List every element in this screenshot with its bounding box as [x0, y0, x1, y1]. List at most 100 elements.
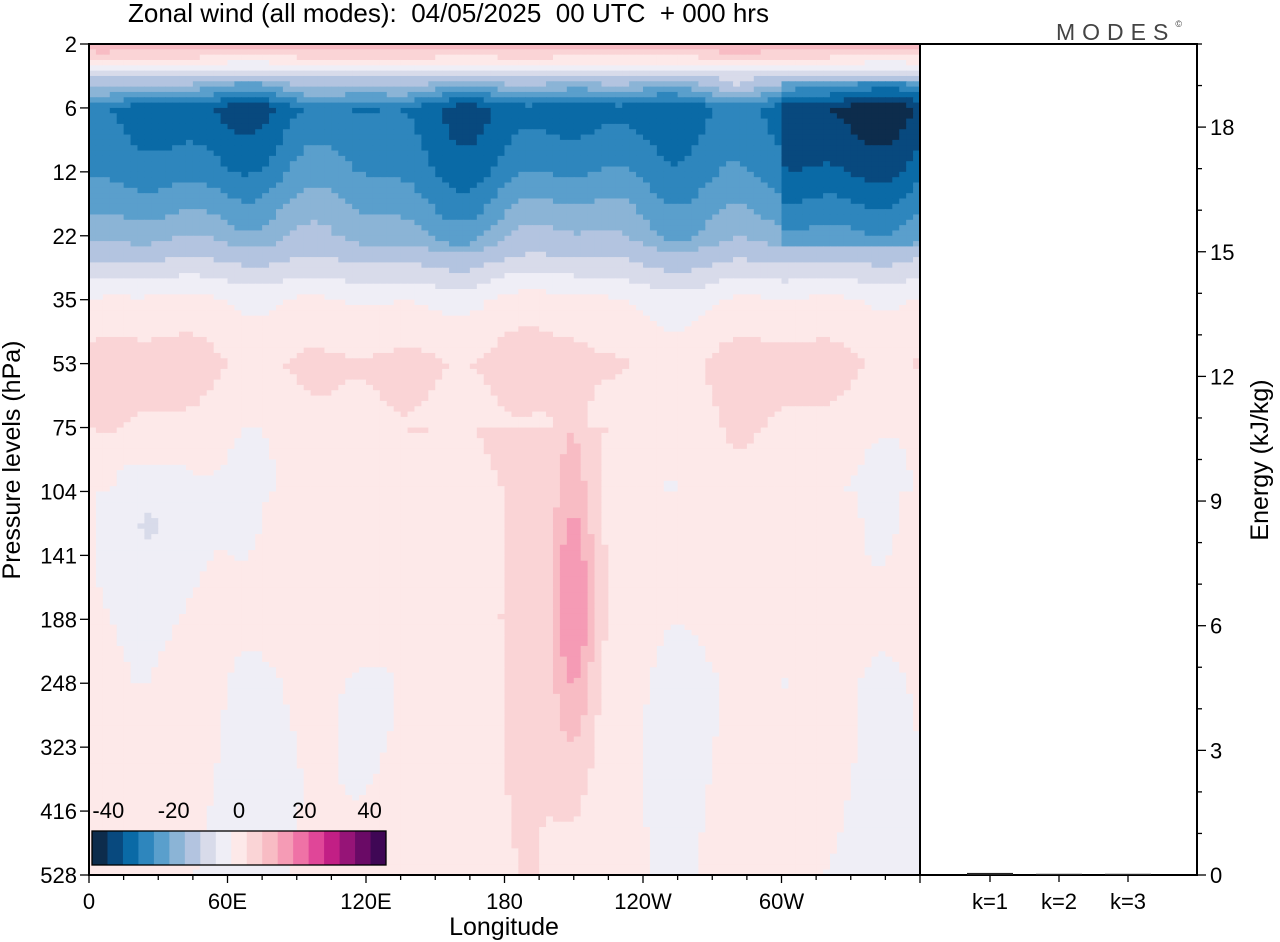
heatmap-cell [234, 198, 242, 204]
heatmap-cell [788, 113, 796, 119]
heatmap-cell [477, 246, 485, 252]
heatmap-cell [574, 119, 582, 125]
heatmap-cell [387, 225, 395, 231]
heatmap-cell [449, 241, 457, 247]
heatmap-cell [200, 108, 208, 114]
heatmap-cell [608, 55, 616, 61]
heatmap-cell [241, 124, 249, 130]
heatmap-cell [678, 167, 686, 173]
heatmap-cell [137, 156, 145, 162]
heatmap-cell [373, 87, 381, 93]
heatmap-cell [193, 103, 201, 109]
heatmap-cell [809, 172, 817, 178]
heatmap-cell [408, 119, 416, 125]
heatmap-cell [511, 236, 519, 242]
heatmap-cell [318, 103, 326, 109]
heatmap-cell [89, 193, 97, 199]
heatmap-cell [567, 214, 575, 220]
heatmap-cell [151, 198, 159, 204]
heatmap-cell [671, 81, 679, 87]
heatmap-cell [705, 209, 713, 215]
heatmap-cell [643, 65, 651, 71]
heatmap-cell [726, 257, 734, 263]
heatmap-cell [851, 193, 859, 199]
heatmap-cell [892, 198, 900, 204]
heatmap-cell [283, 71, 291, 77]
heatmap-cell [678, 257, 686, 263]
heatmap-cell [733, 49, 741, 55]
heatmap-cell [89, 198, 97, 204]
heatmap-cell [428, 113, 436, 119]
heatmap-cell [505, 108, 513, 114]
heatmap-cell [802, 198, 810, 204]
heatmap-cell [269, 262, 277, 268]
heatmap-cell [601, 177, 609, 183]
heatmap-cell [567, 204, 575, 210]
heatmap-cell [373, 119, 381, 125]
heatmap-cell [782, 108, 790, 114]
heatmap-cell [802, 257, 810, 263]
heatmap-cell [588, 135, 596, 141]
heatmap-cell [484, 209, 492, 215]
heatmap-cell [505, 119, 513, 125]
heatmap-cell [878, 167, 886, 173]
heatmap-cell [837, 140, 845, 146]
heatmap-cell [311, 55, 319, 61]
heatmap-cell [262, 209, 270, 215]
heatmap-cell [165, 124, 173, 130]
heatmap-cell [262, 60, 270, 66]
heatmap-cell [525, 236, 533, 242]
heatmap-cell [823, 124, 831, 130]
heatmap-cell [207, 230, 215, 236]
heatmap-cell [172, 129, 180, 135]
heatmap-cell [373, 65, 381, 71]
heatmap-cell [650, 108, 658, 114]
heatmap-cell [311, 172, 319, 178]
heatmap-cell [733, 198, 741, 204]
heatmap-cell [366, 257, 374, 263]
heatmap-cell [421, 172, 429, 178]
heatmap-cell [560, 135, 568, 141]
heatmap-cell [179, 198, 187, 204]
heatmap-cell [726, 71, 734, 77]
heatmap-cell [865, 156, 873, 162]
heatmap-cell [650, 172, 658, 178]
heatmap-cell [449, 97, 457, 103]
heatmap-cell [193, 55, 201, 61]
heatmap-cell [103, 76, 111, 82]
heatmap-cell [865, 87, 873, 93]
heatmap-cell [283, 246, 291, 252]
heatmap-cell [172, 65, 180, 71]
heatmap-cell [608, 188, 616, 194]
heatmap-cell [421, 129, 429, 135]
heatmap-cell [788, 198, 796, 204]
heatmap-cell [574, 225, 582, 231]
heatmap-cell [151, 257, 159, 263]
heatmap-cell [726, 76, 734, 82]
heatmap-cell [705, 135, 713, 141]
heatmap-cell [172, 49, 180, 55]
heatmap-cell [733, 145, 741, 151]
heatmap-cell [601, 167, 609, 173]
heatmap-cell [830, 119, 838, 125]
heatmap-cell [172, 60, 180, 66]
heatmap-cell [650, 92, 658, 98]
heatmap-cell [712, 198, 720, 204]
heatmap-cell [269, 81, 277, 87]
heatmap-cell [491, 220, 499, 226]
heatmap-cell [255, 49, 263, 55]
heatmap-cell [671, 87, 679, 93]
heatmap-cell [754, 113, 762, 119]
heatmap-cell [262, 81, 270, 87]
heatmap-cell [442, 119, 450, 125]
heatmap-cell [768, 204, 776, 210]
heatmap-cell [172, 236, 180, 242]
heatmap-cell [837, 49, 845, 55]
heatmap-cell [705, 220, 713, 226]
heatmap-cell [892, 204, 900, 210]
heatmap-cell [387, 183, 395, 189]
heatmap-cell [595, 55, 603, 61]
heatmap-cell [186, 161, 194, 167]
heatmap-cell [539, 55, 547, 61]
heatmap-cell [124, 76, 132, 82]
